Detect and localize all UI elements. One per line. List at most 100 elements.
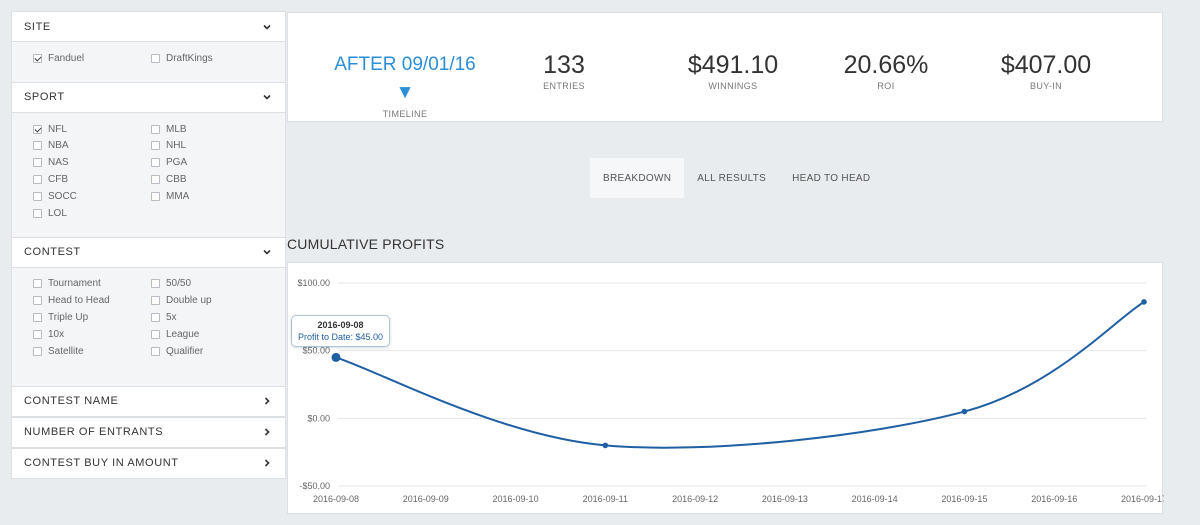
data-point	[602, 442, 609, 449]
buyin-label: BUY-IN	[1029, 81, 1063, 91]
entries-value: 133	[543, 51, 585, 79]
number-of-entrants-header[interactable]: NUMBER OF ENTRANTS	[11, 416, 286, 448]
sport-option-nfl[interactable]: NFL	[32, 121, 150, 138]
data-point	[961, 408, 968, 415]
contest-section-header[interactable]: CONTEST	[11, 236, 286, 268]
option-label: CFB	[48, 174, 68, 186]
checkbox[interactable]	[33, 175, 42, 185]
option-label: 10x	[48, 328, 65, 340]
contest-options: Tournament 50/50 Head to Head Double up Trip…	[11, 267, 286, 366]
sport-option-cfb[interactable]: CFB	[32, 171, 150, 188]
checkbox[interactable]	[151, 158, 160, 168]
option-label: NHL	[166, 140, 187, 152]
site-option-fanduel[interactable]: Fanduel	[32, 50, 150, 67]
checkbox[interactable]	[33, 279, 42, 289]
contest-option-satellite[interactable]: Satellite	[32, 343, 150, 360]
roi-label: ROI	[877, 81, 895, 91]
checkbox[interactable]	[151, 329, 160, 339]
checkbox[interactable]	[33, 53, 42, 63]
y-tick-label: -$50.00	[299, 481, 330, 491]
number-of-entrants-title: NUMBER OF ENTRANTS	[24, 426, 164, 439]
checkbox[interactable]	[151, 141, 160, 151]
contest-buy-in-title: CONTEST BUY IN AMOUNT	[24, 457, 179, 470]
sport-option-nas[interactable]: NAS	[32, 154, 150, 171]
option-label: CBB	[166, 174, 187, 186]
site-option-draftkings[interactable]: DraftKings	[150, 50, 268, 67]
buyin-value: $407.00	[1000, 51, 1092, 79]
checkbox[interactable]	[33, 296, 42, 306]
checkbox[interactable]	[151, 191, 160, 201]
checkbox[interactable]	[33, 313, 42, 323]
sport-option-nba[interactable]: NBA	[32, 138, 150, 155]
checkbox[interactable]	[151, 313, 160, 323]
site-section-title: SITE	[24, 20, 51, 33]
site-section-header[interactable]: SITE	[11, 11, 286, 42]
checkbox[interactable]	[151, 346, 160, 356]
sport-option-mlb[interactable]: MLB	[150, 121, 268, 138]
view-tabs: BREAKDOWN ALL RESULTS HEAD TO HEAD	[590, 158, 883, 198]
checkbox[interactable]	[33, 329, 42, 339]
contest-name-title: CONTEST NAME	[24, 395, 119, 408]
checkbox[interactable]	[151, 124, 160, 134]
roi-value: 20.66%	[843, 51, 929, 79]
entries-label: ENTRIES	[543, 81, 585, 91]
contest-name-header[interactable]: CONTEST NAME	[11, 385, 286, 417]
contest-option-head-to-head[interactable]: Head to Head	[32, 292, 150, 309]
contest-buy-in-header[interactable]: CONTEST BUY IN AMOUNT	[11, 447, 286, 479]
checkbox[interactable]	[33, 346, 42, 356]
winnings-label: WINNINGS	[708, 81, 758, 91]
chevron-down-icon	[263, 95, 271, 100]
sport-option-lol[interactable]: LOL	[32, 205, 150, 222]
x-tick-label: 2016-09-11	[583, 494, 628, 504]
contest-option-50-50[interactable]: 50/50	[150, 276, 268, 293]
chart-svg: $100.00 $50.00 $0.00 -$50.00 2016-09-08 2016-…	[297, 278, 1164, 504]
sport-option-pga[interactable]: PGA	[150, 154, 268, 171]
x-tick-label: 2016-09-08	[313, 494, 359, 504]
sport-options: NFL MLB NBA NHL NAS PGA CFB CBB SOCC MMA LOL	[11, 112, 286, 228]
contest-option-5x[interactable]: 5x	[150, 309, 268, 326]
sport-option-socc[interactable]: SOCC	[32, 188, 150, 205]
timeline-dropdown[interactable]: AFTER 09/01/16 ▼	[334, 54, 476, 103]
contest-option-triple-up[interactable]: Triple Up	[32, 309, 150, 326]
buyin-stat: $407.00 BUY-IN	[966, 51, 1126, 91]
option-label: Double up	[166, 295, 212, 307]
x-tick-label: 2016-09-14	[852, 494, 898, 504]
option-label: NBA	[48, 140, 69, 152]
checkbox[interactable]	[33, 191, 42, 201]
checkbox[interactable]	[151, 279, 160, 289]
contest-option-double-up[interactable]: Double up	[150, 292, 268, 309]
checkbox[interactable]	[33, 158, 42, 168]
checkbox[interactable]	[151, 175, 160, 185]
option-label: Head to Head	[48, 295, 110, 307]
stats-panel: AFTER 09/01/16 ▼ TIMELINE 133 ENTRIES $4…	[287, 12, 1163, 122]
contest-option-10x[interactable]: 10x	[32, 326, 150, 343]
option-label: LOL	[48, 207, 67, 219]
tab-all-results[interactable]: ALL RESULTS	[697, 172, 767, 184]
sport-option-nhl[interactable]: NHL	[150, 138, 268, 155]
checkbox[interactable]	[33, 208, 42, 218]
x-tick-label: 2016-09-16	[1031, 494, 1077, 504]
contest-option-qualifier[interactable]: Qualifier	[150, 343, 268, 360]
option-label: 5x	[166, 312, 177, 324]
option-label: DraftKings	[166, 52, 213, 64]
y-tick-label: $100.00	[297, 278, 330, 288]
checkbox[interactable]	[151, 296, 160, 306]
timeline-label: TIMELINE	[382, 109, 428, 119]
sport-section-header[interactable]: SPORT	[11, 81, 286, 113]
contest-option-tournament[interactable]: Tournament	[32, 276, 150, 293]
x-tick-label: 2016-09-15	[941, 494, 987, 504]
chevron-down-icon	[263, 250, 271, 255]
profit-series-line	[335, 301, 1145, 449]
y-tick-label: $50.00	[302, 346, 330, 356]
contest-option-league[interactable]: League	[150, 326, 268, 343]
sport-option-cbb[interactable]: CBB	[150, 171, 268, 188]
checkbox[interactable]	[33, 124, 42, 134]
checkbox[interactable]	[151, 53, 160, 63]
option-label: 50/50	[166, 278, 192, 290]
roi-stat: 20.66% ROI	[806, 51, 966, 91]
tab-breakdown[interactable]: BREAKDOWN	[590, 158, 685, 198]
sport-option-mma[interactable]: MMA	[150, 188, 268, 205]
tooltip-text: Profit to Date: $45.00	[298, 332, 384, 342]
tab-head-to-head[interactable]: HEAD TO HEAD	[792, 172, 871, 184]
checkbox[interactable]	[33, 141, 42, 151]
